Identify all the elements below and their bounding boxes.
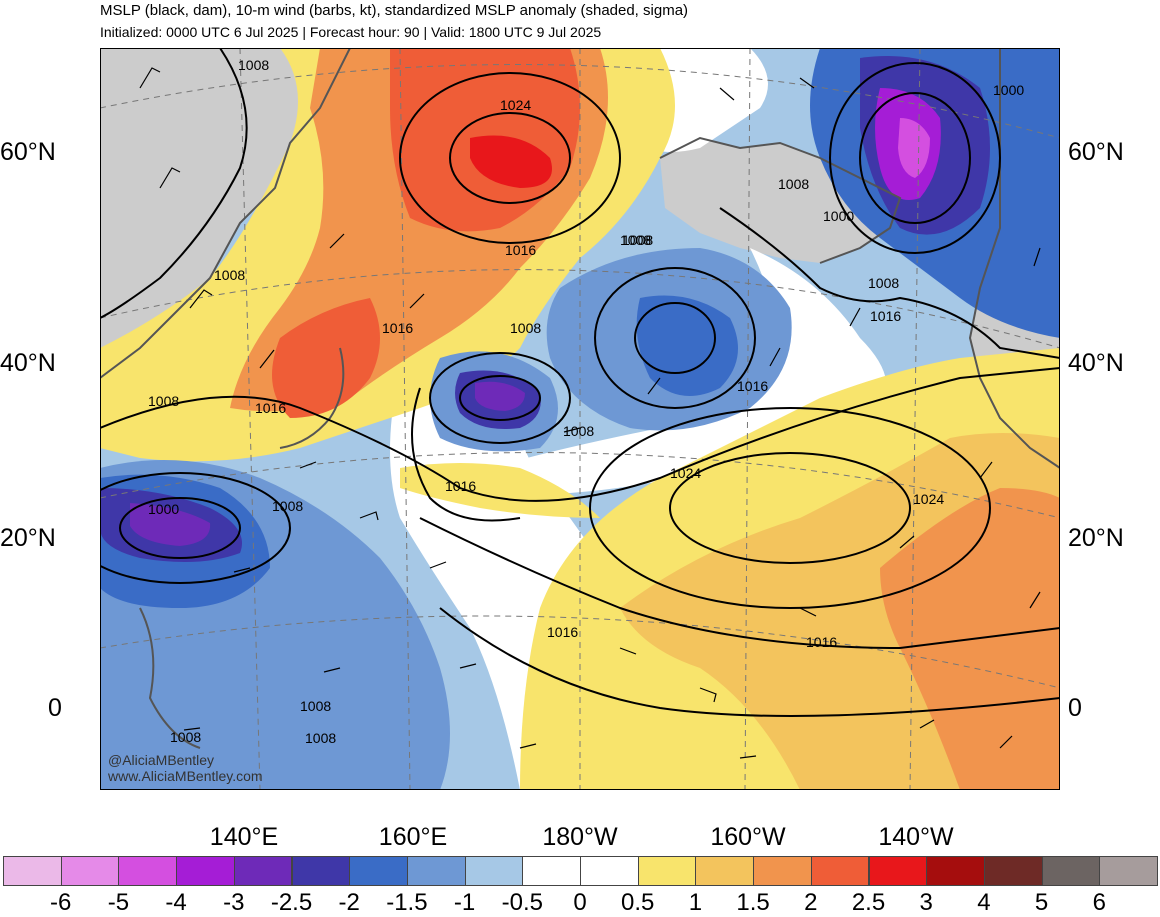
lat-label-right: 0 bbox=[1068, 694, 1082, 722]
coastlines bbox=[100, 48, 1060, 749]
contour-label: 1024 bbox=[500, 97, 531, 113]
colorbar-tick-label: 2 bbox=[804, 889, 818, 916]
colorbar-tick-label: 6 bbox=[1092, 889, 1106, 916]
lon-label: 140°W bbox=[878, 823, 954, 851]
contour-label: 1008 bbox=[622, 232, 653, 248]
colorbar-tick-label: -6 bbox=[50, 889, 72, 916]
colorbar-swatch bbox=[522, 856, 581, 886]
contour-label: 1000 bbox=[823, 208, 854, 224]
contour-label: 1016 bbox=[870, 308, 901, 324]
chart-subtitle: Initialized: 0000 UTC 6 Jul 2025 | Forec… bbox=[100, 24, 602, 40]
colorbar-tick-label: -2.5 bbox=[270, 889, 313, 916]
credit-handle: @AliciaMBentley bbox=[108, 752, 215, 768]
colorbar-tick-label: -3 bbox=[223, 889, 245, 916]
credit-website: www.AliciaMBentley.com bbox=[108, 768, 263, 784]
colorbar-swatch bbox=[60, 856, 120, 886]
colorbar-tick-label: -0.5 bbox=[501, 889, 543, 916]
contour-label: 1016 bbox=[255, 400, 286, 416]
lon-label: 160°W bbox=[710, 823, 786, 851]
colorbar-tick-label: 1.5 bbox=[736, 889, 770, 916]
contour-label: 1016 bbox=[382, 320, 413, 336]
anomaly-pos-west-pacific-25 bbox=[470, 135, 552, 188]
colorbar-tick-label: -1 bbox=[453, 889, 476, 916]
map-frame bbox=[100, 48, 1060, 790]
colorbar-swatch bbox=[1099, 856, 1158, 886]
contour-label: 1016 bbox=[445, 478, 476, 494]
colorbar-tick-label: 3 bbox=[919, 889, 933, 916]
contour-label: 1000 bbox=[148, 501, 179, 517]
colorbar-tick-label: 0.5 bbox=[621, 889, 655, 916]
contour-label: 1008 bbox=[214, 267, 245, 283]
map-panel: 1008 1024 1016 1008 1008 1016 1008 1016 … bbox=[100, 48, 1060, 790]
contour-label: 1000 bbox=[993, 82, 1024, 98]
mslp-contours bbox=[100, 48, 1060, 717]
lat-label-right: 40°N bbox=[1068, 349, 1124, 377]
anomaly-pos-band bbox=[400, 463, 600, 518]
chart-title: MSLP (black, dam), 10-m wind (barbs, kt)… bbox=[100, 2, 689, 19]
lat-label-right: 60°N bbox=[1068, 138, 1124, 166]
colorbar-swatch bbox=[983, 856, 1043, 886]
contour-label: 1024 bbox=[913, 491, 944, 507]
colorbar-swatch bbox=[810, 856, 870, 886]
contour-label: 1008 bbox=[300, 698, 331, 714]
contour-label: 1008 bbox=[238, 57, 269, 73]
contour-label: 1008 bbox=[868, 275, 899, 291]
colorbar-swatch bbox=[176, 856, 235, 886]
contour-label: 1016 bbox=[806, 634, 837, 650]
contour-label: 1008 bbox=[778, 176, 809, 192]
contour-label: 1008 bbox=[272, 498, 303, 514]
colorbar-swatch bbox=[291, 856, 351, 886]
colorbar-swatch bbox=[868, 856, 928, 886]
colorbar-swatch bbox=[695, 856, 755, 886]
lat-label-left: 20°N bbox=[0, 524, 56, 552]
colorbar-swatch bbox=[580, 856, 639, 886]
contour-label: 1008 bbox=[148, 393, 179, 409]
lon-label: 180°W bbox=[542, 823, 618, 851]
contour-label: 1016 bbox=[547, 624, 578, 640]
wind-barbs bbox=[139, 67, 1041, 759]
contour-label: 1008 bbox=[305, 730, 336, 746]
lon-label: 140°E bbox=[209, 823, 279, 851]
lat-label-left: 40°N bbox=[0, 349, 56, 377]
contour-label: 1008 bbox=[510, 320, 541, 336]
colorbar-tick-label: 2.5 bbox=[851, 889, 886, 916]
colorbar-tick-label: -5 bbox=[107, 889, 130, 916]
contour-label: 1016 bbox=[505, 242, 536, 258]
colorbar-swatch bbox=[1041, 856, 1101, 886]
colorbar-swatch bbox=[349, 856, 408, 886]
colorbar-tick-label: -2 bbox=[338, 889, 360, 916]
colorbar-swatch bbox=[926, 856, 985, 886]
colorbar-swatch bbox=[118, 856, 178, 886]
land-asia bbox=[100, 48, 350, 378]
colorbar-swatch bbox=[233, 856, 293, 886]
colorbar-swatch bbox=[753, 856, 812, 886]
colorbar-tick-label: 4 bbox=[977, 889, 991, 916]
colorbar-tick-label: 0 bbox=[573, 889, 587, 916]
anomaly-neg-philippine-4 bbox=[130, 503, 211, 546]
contour-labels: 1008 1024 1016 1008 1008 1016 1008 1016 … bbox=[148, 57, 1024, 746]
colorbar-swatch bbox=[464, 856, 524, 886]
colorbar-tick-label: -4 bbox=[165, 889, 187, 916]
colorbar-tick-label: 5 bbox=[1034, 889, 1049, 916]
anomaly-neg-low-pacific-3 bbox=[475, 381, 525, 411]
colorbar-swatch bbox=[637, 856, 697, 886]
contour-label: 1024 bbox=[670, 465, 701, 481]
anomaly-pos-japan bbox=[272, 298, 380, 418]
contour-label: 1008 bbox=[170, 729, 201, 745]
colorbar-tick-label: -1.5 bbox=[386, 889, 428, 916]
colorbar-swatch bbox=[3, 856, 62, 886]
contour-label: 1008 bbox=[620, 232, 651, 248]
lat-label-left: 0 bbox=[48, 694, 62, 722]
contour-label: 1008 bbox=[563, 423, 594, 439]
colorbar-tick-label: 1 bbox=[688, 889, 703, 916]
lon-label: 160°E bbox=[378, 823, 448, 851]
lat-label-right: 20°N bbox=[1068, 524, 1124, 552]
contour-label: 1016 bbox=[737, 378, 768, 394]
lat-label-left: 60°N bbox=[0, 138, 56, 166]
colorbar-swatch bbox=[406, 856, 466, 886]
anomaly-neg-gulf-4 bbox=[898, 118, 930, 178]
